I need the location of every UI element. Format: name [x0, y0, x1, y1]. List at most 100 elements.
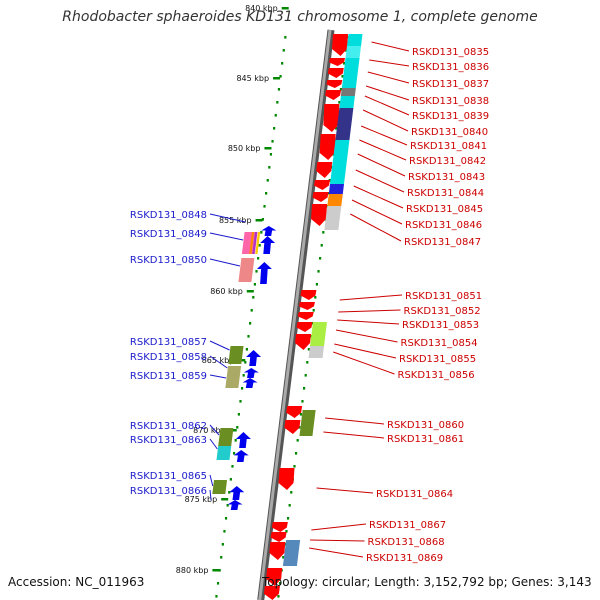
gene-label-right: RSKD131_0839 — [412, 111, 489, 122]
label-leader-line — [209, 474, 214, 487]
dotted-track-outer-left — [216, 582, 220, 585]
forward-gene-arrow — [329, 58, 346, 66]
gene-label-right: RSKD131_0844 — [407, 188, 484, 199]
reverse-gene-arrow — [242, 378, 258, 388]
gene-label-right: RSKD131_0860 — [387, 420, 464, 431]
forward-gene-arrow — [323, 104, 340, 132]
dotted-track-inner-right — [285, 530, 288, 533]
dotted-track-inner-right — [341, 75, 344, 78]
dotted-track-outer-left — [271, 140, 274, 143]
reverse-gene-arrow — [261, 226, 277, 236]
annotation-band — [218, 428, 234, 446]
dotted-track-outer-left — [261, 218, 265, 221]
label-leader-line — [359, 139, 407, 161]
dotted-track-outer-left — [231, 465, 234, 468]
kbp-tick — [246, 290, 254, 293]
forward-gene-arrow — [284, 420, 301, 434]
dotted-track-inner-right — [301, 400, 304, 403]
gene-label-right: RSKD131_0845 — [406, 204, 483, 215]
dotted-track-outer-left — [215, 595, 218, 598]
gene-label-right: RSKD131_0843 — [408, 172, 485, 183]
label-leader-line — [355, 169, 405, 193]
dotted-track-outer-left — [221, 543, 224, 546]
annotation-band — [341, 58, 360, 88]
kbp-label: 870 kbp — [193, 426, 226, 435]
forward-gene-arrow — [263, 586, 280, 600]
label-leader-line — [209, 213, 246, 223]
dotted-track-outer-left — [220, 556, 223, 559]
reverse-gene-arrow — [260, 236, 276, 254]
annotation-band — [345, 46, 362, 58]
gene-label-right: RSKD131_0851 — [405, 291, 482, 302]
label-leader-line — [334, 343, 397, 359]
forward-gene-arrow — [326, 80, 343, 88]
forward-gene-arrow — [298, 302, 315, 310]
annotation-band — [212, 480, 228, 494]
gene-label-right: RSKD131_0853 — [402, 320, 479, 331]
label-leader-line — [209, 489, 212, 501]
gene-label-left: RSKD131_0862 — [130, 421, 207, 432]
label-leader-line — [209, 355, 228, 369]
annotation-band — [282, 540, 301, 566]
dotted-track-outer-left — [276, 101, 279, 104]
dotted-track-outer-left — [273, 127, 276, 130]
forward-gene-arrow — [316, 162, 333, 178]
dotted-track-inner-right — [299, 413, 302, 416]
gene-label-right: RSKD131_0836 — [412, 62, 489, 73]
kbp-tick — [255, 219, 263, 222]
annotation-band — [299, 410, 316, 436]
dotted-track-outer-left — [255, 270, 258, 273]
dotted-track-outer-left — [252, 296, 255, 299]
label-leader-line — [351, 199, 403, 225]
gene-label-right: RSKD131_0864 — [376, 489, 453, 500]
gene-label-right: RSKD131_0867 — [369, 520, 446, 531]
dotted-track-outer-left — [242, 374, 245, 377]
dotted-track-inner-right — [306, 361, 309, 364]
dotted-track-inner-right — [286, 517, 290, 520]
kbp-tick — [273, 77, 281, 80]
dotted-track-outer-left — [224, 517, 228, 520]
dotted-track-outer-left — [265, 192, 268, 195]
dotted-track-outer-left — [240, 387, 244, 390]
gene-label-right: RSKD131_0847 — [404, 237, 481, 248]
annotation-stripe — [255, 232, 261, 254]
gene-label-left: RSKD131_0850 — [130, 255, 207, 266]
chromosome-backbone-highlight — [258, 29, 332, 600]
dotted-track-inner-right — [312, 309, 315, 312]
gene-label-right: RSKD131_0846 — [405, 220, 482, 231]
annotation-stripe — [252, 232, 258, 254]
gene-label-right: RSKD131_0856 — [398, 370, 475, 381]
gene-label-left: RSKD131_0859 — [130, 371, 207, 382]
reverse-gene-arrow — [233, 450, 249, 462]
label-leader-line — [362, 109, 409, 132]
gene-label-right: RSKD131_0868 — [368, 537, 445, 548]
annotation-band — [238, 258, 255, 282]
dotted-track-outer-left — [263, 205, 266, 208]
gene-label-right: RSKD131_0869 — [366, 553, 443, 564]
label-leader-line — [311, 523, 367, 531]
kbp-tick — [264, 147, 272, 150]
annotation-band — [328, 184, 345, 194]
forward-gene-arrow — [296, 322, 313, 332]
dotted-track-outer-left — [257, 257, 260, 260]
annotation-band — [327, 194, 343, 206]
kbp-label: 845 kbp — [236, 74, 269, 83]
dotted-track-outer-left — [266, 179, 269, 182]
kbp-tick — [212, 569, 220, 572]
dotted-track-inner-right — [293, 465, 296, 468]
annotation-band — [324, 206, 342, 230]
dotted-track-outer-left — [232, 452, 236, 455]
forward-gene-arrow — [327, 68, 344, 78]
reverse-gene-arrow — [256, 262, 272, 284]
kbp-label: 850 kbp — [228, 144, 261, 153]
annotation-band — [340, 88, 356, 96]
label-leader-line — [360, 125, 408, 146]
kbp-label: 860 kbp — [210, 287, 243, 296]
gene-label-right: RSKD131_0842 — [409, 156, 486, 167]
dotted-track-outer-left — [244, 361, 247, 364]
label-leader-line — [338, 309, 401, 313]
dotted-track-inner-right — [277, 595, 280, 598]
label-leader-line — [364, 95, 410, 116]
label-leader-line — [357, 153, 406, 177]
